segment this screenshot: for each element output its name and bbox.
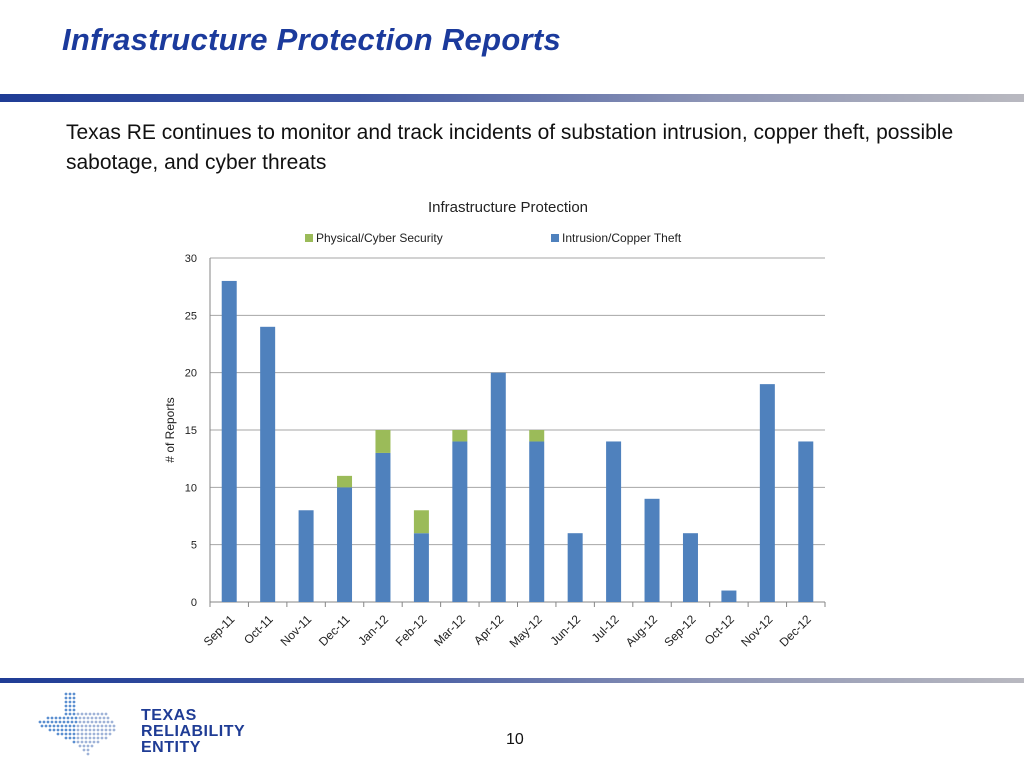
bar-intrusion-copper-theft	[759, 384, 775, 602]
y-tick-label: 25	[185, 310, 197, 322]
texas-dot-pattern	[38, 692, 116, 756]
bar-physical-cyber-security	[413, 510, 429, 534]
x-tick-label: Jun-12	[547, 612, 583, 648]
legend-label: Intrusion/Copper Theft	[562, 231, 682, 245]
x-tick-label: Jul-12	[589, 612, 622, 645]
bar-intrusion-copper-theft	[721, 590, 737, 602]
slide-body-text: Texas RE continues to monitor and track …	[66, 121, 954, 174]
bar-physical-cyber-security	[452, 430, 468, 442]
chart-title: Infrastructure Protection	[428, 199, 588, 216]
x-tick-label: Aug-12	[623, 612, 660, 649]
top-divider	[0, 94, 1024, 102]
x-tick-label: Oct-12	[702, 612, 738, 648]
bar-physical-cyber-security	[375, 430, 391, 453]
y-axis-label: # of Reports	[163, 397, 177, 462]
y-tick-label: 0	[191, 597, 197, 609]
x-tick-label: Nov-12	[738, 612, 775, 649]
bar-intrusion-copper-theft	[260, 326, 276, 602]
x-tick-label: Nov-11	[278, 612, 315, 649]
bar-intrusion-copper-theft	[682, 533, 698, 602]
bar-intrusion-copper-theft	[221, 280, 237, 602]
y-tick-label: 5	[191, 540, 197, 552]
x-tick-label: Apr-12	[471, 612, 507, 648]
page-number: 10	[506, 731, 524, 748]
x-tick-label: Sep-12	[661, 612, 698, 649]
x-tick-label: May-12	[507, 612, 545, 650]
bar-intrusion-copper-theft	[452, 441, 468, 602]
bar-intrusion-copper-theft	[606, 441, 622, 602]
slide-title: Infrastructure Protection Reports	[62, 22, 562, 57]
y-tick-label: 15	[185, 425, 197, 437]
bar-intrusion-copper-theft	[490, 372, 506, 602]
bar-intrusion-copper-theft	[644, 498, 660, 602]
legend-label: Physical/Cyber Security	[316, 231, 443, 245]
x-tick-label: Sep-11	[201, 612, 238, 649]
texas-map-icon	[38, 692, 116, 756]
legend-swatch	[551, 234, 559, 242]
x-tick-label: Feb-12	[393, 612, 430, 649]
bar-intrusion-copper-theft	[413, 533, 429, 602]
logo-line-3: ENTITY	[141, 739, 201, 756]
bar-intrusion-copper-theft	[567, 533, 583, 602]
x-tick-label: Dec-11	[316, 612, 353, 649]
y-tick-label: 30	[185, 253, 197, 265]
y-tick-label: 20	[185, 368, 197, 380]
x-tick-label: Oct-11	[241, 612, 276, 647]
bar-intrusion-copper-theft	[529, 441, 545, 602]
bar-intrusion-copper-theft	[337, 487, 353, 602]
y-tick-label: 10	[185, 482, 197, 494]
bottom-divider	[0, 678, 1024, 683]
legend-swatch	[305, 234, 313, 242]
x-tick-label: Dec-12	[777, 612, 814, 649]
bar-intrusion-copper-theft	[798, 441, 814, 602]
logo-line-1: TEXAS	[141, 707, 197, 724]
texas-re-logo: TEXAS RELIABILITY ENTITY	[30, 688, 245, 760]
bar-intrusion-copper-theft	[375, 452, 391, 602]
x-tick-label: Mar-12	[431, 612, 468, 649]
bar-intrusion-copper-theft	[298, 510, 314, 602]
logo-line-2: RELIABILITY	[141, 723, 246, 740]
bar-physical-cyber-security	[337, 475, 353, 488]
bar-chart: Infrastructure Protection 0 5 10 15 20 25 30 # o…	[163, 199, 826, 650]
bar-physical-cyber-security	[529, 430, 545, 442]
x-tick-label: Jan-12	[355, 612, 391, 648]
